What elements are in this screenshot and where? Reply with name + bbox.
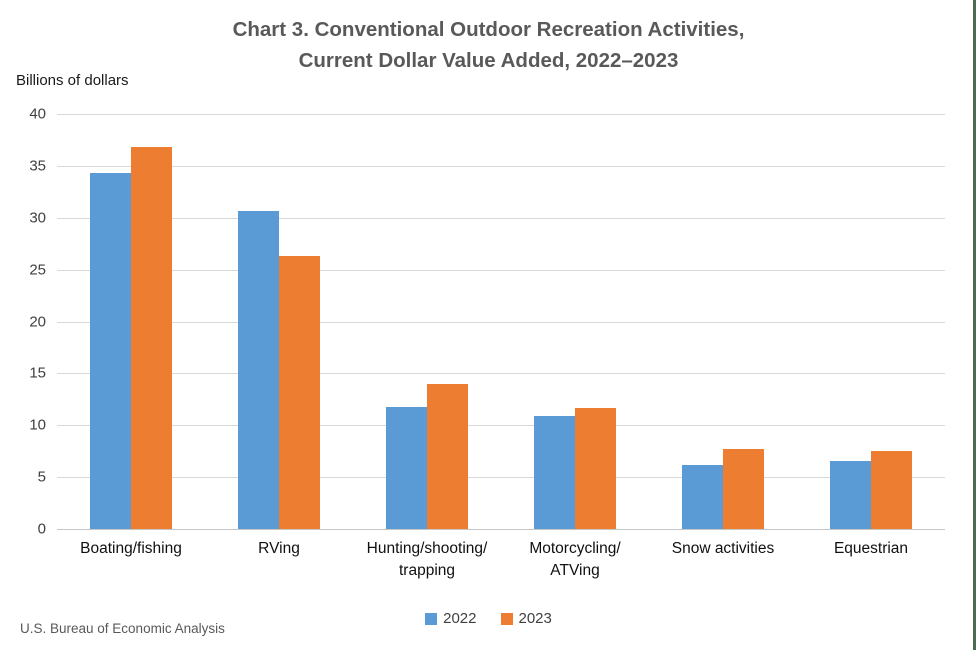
bar-2022-rving xyxy=(238,210,279,529)
bar-2023-snow-activities xyxy=(723,449,764,529)
gridline xyxy=(57,321,945,323)
bar-2022-equestrian xyxy=(830,460,871,529)
gridline xyxy=(57,373,945,375)
bar-group-snow-activities xyxy=(649,114,797,529)
y-axis-tick-label: 10 xyxy=(29,416,46,434)
y-axis-tick-label: 40 xyxy=(29,105,46,123)
legend: 2022 2023 xyxy=(0,610,977,627)
legend-item-2023: 2023 xyxy=(500,610,552,627)
y-axis-tick-label: 5 xyxy=(37,468,46,486)
chart-title: Chart 3. Conventional Outdoor Recreation… xyxy=(0,15,977,77)
gridline xyxy=(57,217,945,219)
x-axis-category-label-equestrian: Equestrian xyxy=(833,540,909,557)
bar-group-motorcycling xyxy=(501,114,649,529)
bar-2023-boating-fishing xyxy=(131,147,172,529)
x-axis-labels: Boating/fishing RVing Hunting/shooting/ tr… xyxy=(57,538,945,583)
bar-groups xyxy=(57,114,945,529)
chart-title-line2: Current Dollar Value Added, 2022–2023 xyxy=(298,48,679,72)
legend-item-2022: 2022 xyxy=(425,610,477,627)
gridline xyxy=(57,269,945,271)
y-axis-tick-label: 35 xyxy=(29,157,46,175)
bar-group-boating-fishing xyxy=(57,114,205,529)
y-axis-tick-label: 20 xyxy=(29,313,46,330)
y-axis-unit-label: Billions of dollars xyxy=(16,72,129,89)
x-axis-category-label-motorcycling: Motorcycling/ ATVing xyxy=(529,540,621,580)
legend-label: 2022 xyxy=(443,610,477,627)
window-right-border xyxy=(973,0,976,650)
gridline xyxy=(57,165,945,167)
y-axis-tick-label: 0 xyxy=(37,520,46,538)
legend-label: 2023 xyxy=(518,610,552,627)
bar-2022-hunting-shooting xyxy=(386,406,427,529)
x-axis-category-label-boating-fishing: Boating/fishing xyxy=(80,540,182,557)
x-axis-line xyxy=(57,529,945,530)
bar-2023-equestrian xyxy=(871,451,912,529)
bar-2023-rving xyxy=(279,256,320,529)
y-axis-tick-label: 15 xyxy=(29,364,46,382)
bar-2023-hunting-shooting xyxy=(427,383,468,529)
bar-2023-motorcycling xyxy=(575,407,616,529)
bar-2022-snow-activities xyxy=(682,464,723,529)
bar-group-equestrian xyxy=(797,114,945,529)
x-axis-category-label-hunting-shooting: Hunting/shooting/ trapping xyxy=(366,540,488,580)
source-note: U.S. Bureau of Economic Analysis xyxy=(20,621,225,636)
bar-group-rving xyxy=(205,114,353,529)
plot-area xyxy=(57,114,945,530)
bar-2022-motorcycling xyxy=(534,415,575,529)
legend-swatch-icon xyxy=(425,612,438,625)
x-axis-category-label-snow-activities: Snow activities xyxy=(671,540,775,557)
legend-swatch-icon xyxy=(500,612,513,625)
gridline xyxy=(57,114,945,115)
x-axis-category-label-rving: RVing xyxy=(258,540,300,557)
chart-title-line1: Chart 3. Conventional Outdoor Recreation… xyxy=(232,18,745,41)
gridline xyxy=(57,477,945,479)
y-axis-tick-label: 25 xyxy=(29,261,46,279)
gridline xyxy=(57,425,945,427)
y-axis-tick-label: 30 xyxy=(29,209,46,227)
y-axis: 0 5 10 15 20 25 30 35 40 xyxy=(0,106,46,538)
bar-2022-boating-fishing xyxy=(90,173,131,529)
bar-group-hunting-shooting xyxy=(353,114,501,529)
